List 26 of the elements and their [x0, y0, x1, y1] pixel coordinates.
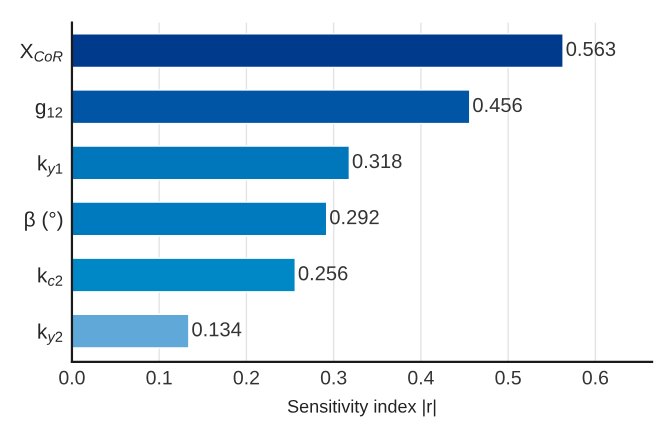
y-tick-label: k$_{y2}$: [38, 323, 62, 345]
x-tick-label: 0.1: [146, 370, 172, 385]
bar: [72, 89, 470, 124]
data-label: 0.292: [330, 210, 379, 224]
bar: [72, 33, 564, 68]
x-tick-label: 0.4: [408, 370, 434, 385]
data-label: 0.456: [473, 98, 522, 112]
y-tick-label: β (°): [25, 211, 62, 231]
y-tick-label: g$_{12}$: [36, 103, 62, 119]
bar: [72, 201, 328, 236]
x-tick-label: 0.5: [495, 370, 521, 385]
x-tick-label: 0.6: [582, 370, 608, 385]
bar: [72, 314, 190, 349]
y-tick-label: k$_{y1}$: [38, 155, 62, 177]
data-label: 0.318: [352, 154, 402, 168]
y-tick-label: X$_{CoR}$: [20, 44, 62, 62]
x-tick-label: 0.3: [320, 370, 346, 385]
x-tick-label: 0.0: [59, 370, 85, 385]
bar: [72, 145, 350, 180]
data-label: 0.134: [192, 322, 242, 336]
data-label: 0.563: [566, 42, 616, 56]
y-tick-label: k$_{c2}$: [38, 267, 62, 286]
x-axis-title: Sensitivity index |r|: [288, 399, 436, 416]
bar: [72, 257, 296, 293]
data-label: 0.256: [298, 266, 348, 280]
x-tick-label: 0.2: [234, 370, 259, 385]
